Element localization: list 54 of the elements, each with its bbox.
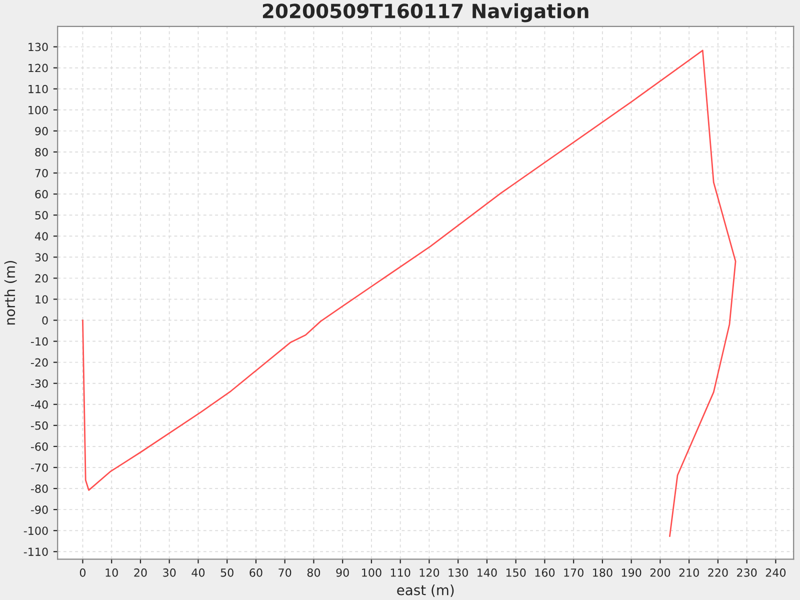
- x-tick-label: 60: [250, 568, 262, 577]
- x-tick-label: 0: [80, 568, 86, 577]
- y-tick-label: -10: [30, 337, 48, 346]
- x-tick-label: 140: [478, 568, 497, 577]
- y-tick-label: 10: [36, 295, 48, 304]
- x-tick-label: 130: [448, 568, 468, 577]
- x-tick-label: 220: [708, 568, 728, 577]
- y-tick-label: 80: [35, 148, 48, 156]
- y-tick-label: -20: [30, 358, 48, 367]
- y-tick-label: 70: [35, 168, 48, 178]
- x-tick-label: 230: [737, 568, 757, 577]
- y-tick-label: 40: [34, 232, 48, 240]
- y-tick-label: 130: [28, 42, 48, 52]
- x-tick-label: 160: [535, 568, 555, 577]
- x-tick-label: 200: [650, 568, 670, 577]
- y-tick-label: 90: [35, 126, 48, 136]
- y-tick-label: 50: [35, 211, 48, 220]
- x-tick-label: 20: [134, 568, 147, 577]
- y-tick-label: -100: [24, 526, 48, 535]
- x-tick-label: 170: [564, 568, 584, 577]
- x-tick-label: 80: [307, 568, 320, 577]
- y-tick-label: 0: [42, 316, 48, 325]
- x-tick-label: 40: [192, 568, 205, 577]
- x-tick-label: 240: [766, 568, 786, 577]
- x-tick-label: 10: [106, 568, 118, 577]
- y-tick-label: 30: [35, 253, 48, 262]
- y-tick-label: -30: [30, 379, 48, 388]
- x-tick-label: 100: [362, 568, 382, 577]
- y-tick-label: 110: [28, 84, 48, 94]
- x-tick-label: 210: [679, 568, 699, 577]
- x-tick-label: 30: [163, 568, 176, 577]
- x-tick-label: 150: [506, 568, 526, 577]
- chart-title: 20200509T160117 Navigation: [262, 3, 588, 22]
- x-tick-label: 110: [390, 568, 410, 577]
- y-tick-label: -70: [30, 463, 48, 472]
- y-tick-label: 60: [35, 190, 48, 198]
- y-tick-label: 100: [28, 106, 48, 114]
- y-tick-label: 20: [35, 274, 48, 283]
- y-tick-label: -110: [24, 548, 48, 556]
- x-tick-label: 180: [593, 568, 612, 577]
- y-tick-label: 120: [28, 64, 48, 72]
- x-tick-label: 50: [220, 568, 234, 577]
- x-tick-label: 90: [336, 568, 349, 577]
- y-tick-label: -80: [30, 484, 48, 493]
- y-tick-label: -60: [30, 442, 48, 451]
- y-tick-label: -90: [30, 506, 48, 514]
- x-tick-label: 190: [622, 568, 642, 577]
- x-tick-label: 120: [420, 568, 440, 577]
- x-tick-label: 70: [278, 568, 292, 577]
- line-series: [82, 50, 736, 537]
- x-axis-title: east (m): [397, 584, 454, 597]
- y-tick-label: -40: [30, 400, 48, 409]
- y-tick-label: -50: [30, 421, 48, 430]
- y-axis-title: north (m): [4, 260, 17, 325]
